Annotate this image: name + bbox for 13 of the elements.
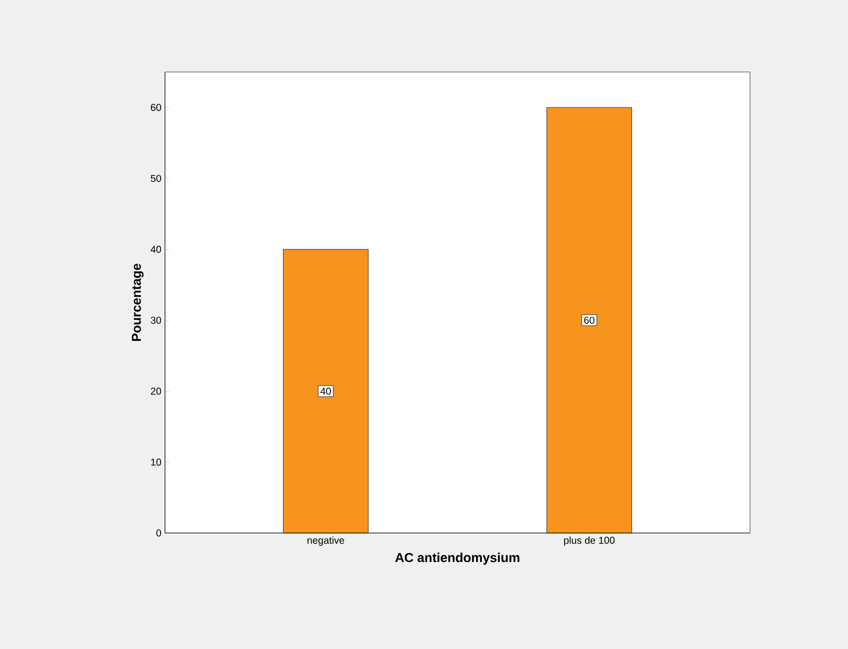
y-axis-title: Pourcentage (132, 264, 144, 341)
y-tick-label: 20 (150, 388, 162, 395)
y-tick-label: 50 (150, 174, 162, 182)
data-label: 60 (584, 316, 594, 324)
x-tick-label: negative (308, 536, 344, 546)
x-axis-title: AC antiendomysium (395, 552, 520, 565)
y-tick-label: 10 (151, 458, 162, 466)
data-label: 40 (320, 388, 331, 395)
y-tick-label: 60 (150, 104, 162, 111)
y-tick-label: 30 (150, 316, 162, 324)
x-tick-label: plus de 100 (564, 536, 615, 546)
y-tick-label: 0 (156, 529, 162, 537)
y-tick-label: 40 (150, 246, 162, 253)
